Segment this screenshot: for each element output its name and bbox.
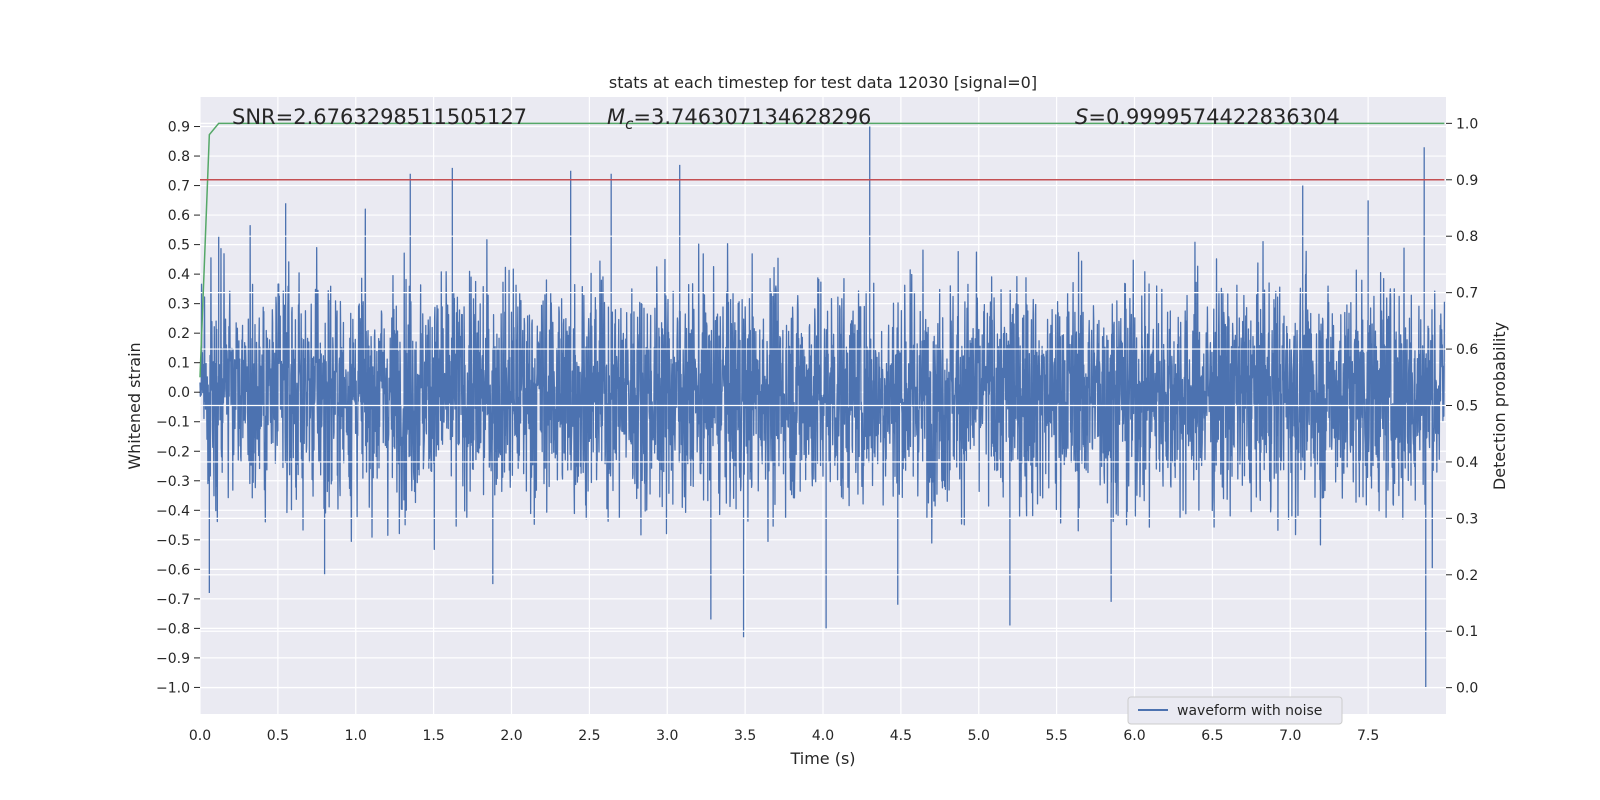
x-tick-label: 0.0 — [189, 728, 211, 744]
x-tick-label: 7.0 — [1279, 728, 1301, 744]
x-axis-label: Time (s) — [789, 749, 855, 768]
waveform-with-noise-line — [199, 126, 1446, 688]
y-tick-label: 0.5 — [168, 238, 190, 254]
probability-layer — [199, 122, 1445, 378]
y2-tick-label: 0.3 — [1456, 511, 1478, 527]
score-annotation: S=0.9999574422836304 — [1075, 105, 1340, 129]
x-tick-label: 6.0 — [1123, 728, 1145, 744]
y-tick-label: −0.4 — [156, 503, 190, 519]
y-tick-label: 0.6 — [168, 208, 190, 224]
x-tick-label: 3.5 — [734, 728, 756, 744]
y2-tick-label: 0.0 — [1456, 681, 1478, 697]
y2-tick-label: 0.4 — [1456, 455, 1478, 471]
y2-axis-label: Detection probability — [1490, 322, 1509, 490]
y2-tick-label: 0.8 — [1456, 229, 1478, 245]
x-tick-label: 2.0 — [500, 728, 522, 744]
y2-tick-label: 0.2 — [1456, 568, 1478, 584]
legend: waveform with noise — [1127, 696, 1343, 725]
x-tick-label: 1.0 — [345, 728, 367, 744]
y-tick-label: −0.3 — [156, 474, 190, 490]
score-value: =0.9999574422836304 — [1088, 105, 1339, 129]
y-tick-label: −0.8 — [156, 621, 190, 637]
x-tick-label: 3.0 — [656, 728, 678, 744]
y-tick-label: −1.0 — [156, 680, 190, 696]
y-tick-label: 0.3 — [168, 297, 190, 313]
x-tick-label: 4.5 — [890, 728, 912, 744]
chirp-mass-subscript: c — [625, 115, 634, 133]
y-tick-label: 0.2 — [168, 326, 190, 342]
y2-tick-label: 0.1 — [1456, 624, 1478, 640]
y-tick-label: 0.1 — [168, 356, 190, 372]
y-tick-label: 0.7 — [168, 179, 190, 195]
right-grid-layer — [200, 122, 1446, 689]
detection-probability-line — [199, 122, 1445, 378]
y2-tick-label: 0.5 — [1456, 399, 1478, 415]
y-tick-label: −0.1 — [156, 415, 190, 431]
x-tick-label: 5.5 — [1045, 728, 1067, 744]
score-symbol: S — [1075, 105, 1088, 129]
x-tick-label: 6.5 — [1201, 728, 1223, 744]
waveform-layer — [199, 126, 1446, 688]
y2-tick-label: 1.0 — [1456, 116, 1478, 132]
legend-box — [1127, 696, 1343, 725]
x-tick-label: 0.5 — [267, 728, 289, 744]
y2-ticks: 1.0 0.9 0.8 0.7 0.6 0.5 0.4 0.3 0.2 0.1 0.0 — [1446, 116, 1478, 697]
chirp-mass-symbol: M — [607, 105, 625, 129]
y-tick-label: 0.0 — [168, 385, 190, 401]
y-tick-label: −0.9 — [156, 651, 190, 667]
x-ticks: 0.0 0.5 1.0 1.5 2.0 2.5 3.0 3.5 4.0 4.5 5.0 5.5 6.0 6… — [189, 728, 1379, 744]
x-tick-label: 4.0 — [812, 728, 834, 744]
x-tick-label: 2.5 — [578, 728, 600, 744]
y2-tick-label: 0.7 — [1456, 286, 1478, 302]
x-tick-label: 5.0 — [968, 728, 990, 744]
y-tick-label: −0.2 — [156, 444, 190, 460]
legend-label-waveform: waveform with noise — [1177, 703, 1322, 719]
x-tick-label: 7.5 — [1357, 728, 1379, 744]
y-tick-label: −0.7 — [156, 592, 190, 608]
y-axis-label: Whitened strain — [125, 342, 144, 469]
y-tick-label: −0.6 — [156, 562, 190, 578]
chart-title: stats at each timestep for test data 120… — [609, 73, 1037, 92]
y-tick-label: 0.8 — [168, 149, 190, 165]
snr-annotation: SNR=2.6763298511505127 — [232, 105, 527, 129]
chirp-mass-annotation: Mc=3.746307134628296 — [607, 105, 871, 133]
x-tick-label: 1.5 — [422, 728, 444, 744]
y-tick-label: 0.4 — [168, 267, 190, 283]
y-ticks: 0.9 0.8 0.7 0.6 0.5 0.4 0.3 0.2 0.1 0.0 −0.1 −0.2 −0… — [156, 120, 200, 696]
y2-tick-label: 0.6 — [1456, 342, 1478, 358]
y2-tick-label: 0.9 — [1456, 173, 1478, 189]
chirp-mass-value: =3.746307134628296 — [633, 105, 871, 129]
y-tick-label: −0.5 — [156, 533, 190, 549]
y-tick-label: 0.9 — [168, 120, 190, 136]
